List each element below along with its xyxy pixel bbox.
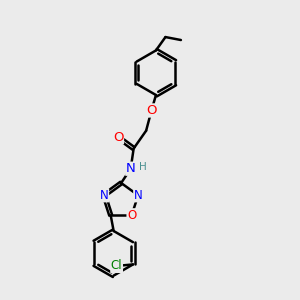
Text: Cl: Cl xyxy=(111,260,122,272)
Text: N: N xyxy=(126,162,136,175)
Text: N: N xyxy=(100,189,109,202)
Text: H: H xyxy=(139,162,147,172)
Text: O: O xyxy=(127,209,136,222)
Text: O: O xyxy=(146,104,157,117)
Text: N: N xyxy=(134,189,142,202)
Text: O: O xyxy=(113,131,123,144)
